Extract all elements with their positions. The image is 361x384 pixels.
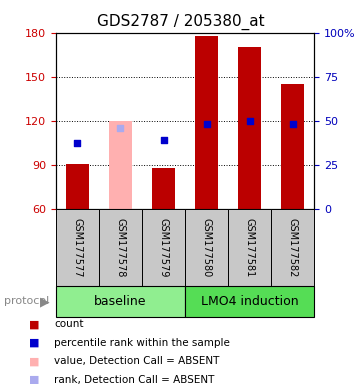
Bar: [56, 286, 185, 317]
Point: [75, 140, 81, 146]
Bar: [142, 209, 185, 286]
Text: GSM177582: GSM177582: [288, 218, 297, 277]
Text: GDS2787 / 205380_at: GDS2787 / 205380_at: [97, 13, 264, 30]
Text: ■: ■: [29, 375, 39, 384]
Text: value, Detection Call = ABSENT: value, Detection Call = ABSENT: [54, 356, 219, 366]
Point: [204, 121, 209, 127]
Point: [161, 137, 166, 143]
Text: baseline: baseline: [94, 295, 147, 308]
Text: GSM177577: GSM177577: [73, 218, 82, 277]
Text: count: count: [54, 319, 84, 329]
Bar: [109, 121, 132, 209]
Bar: [152, 168, 175, 209]
Bar: [228, 209, 271, 286]
Text: ▶: ▶: [40, 295, 50, 308]
Bar: [185, 209, 228, 286]
Text: LMO4 induction: LMO4 induction: [201, 295, 298, 308]
Bar: [56, 209, 99, 286]
Bar: [185, 286, 314, 317]
Text: ■: ■: [29, 356, 39, 366]
Bar: [99, 209, 142, 286]
Point: [290, 121, 295, 127]
Bar: [281, 84, 304, 209]
Text: GSM177580: GSM177580: [201, 218, 212, 277]
Text: GSM177579: GSM177579: [158, 218, 169, 277]
Bar: [195, 36, 218, 209]
Text: percentile rank within the sample: percentile rank within the sample: [54, 338, 230, 348]
Text: ■: ■: [29, 319, 39, 329]
Bar: [66, 164, 89, 209]
Text: rank, Detection Call = ABSENT: rank, Detection Call = ABSENT: [54, 375, 214, 384]
Bar: [238, 47, 261, 209]
Text: GSM177581: GSM177581: [244, 218, 255, 277]
Text: ■: ■: [29, 338, 39, 348]
Text: GSM177578: GSM177578: [116, 218, 126, 277]
Text: protocol: protocol: [4, 296, 49, 306]
Bar: [271, 209, 314, 286]
Point: [247, 118, 252, 124]
Point: [118, 125, 123, 131]
